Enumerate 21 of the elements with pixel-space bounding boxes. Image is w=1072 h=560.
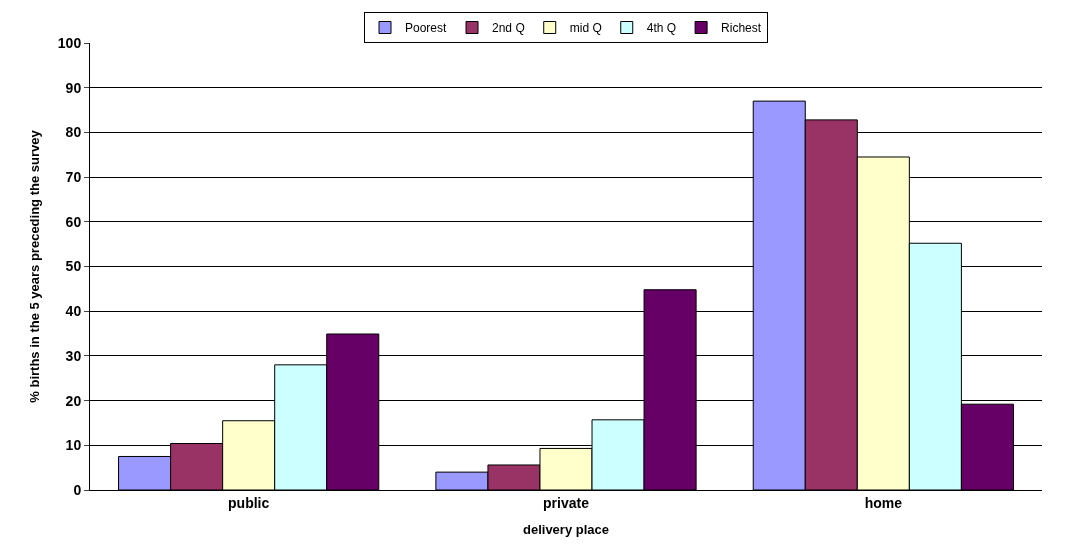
y-tick-label: 20 — [65, 392, 82, 409]
y-tick-label: 90 — [65, 79, 82, 96]
y-tick-label: 0 — [73, 481, 82, 498]
legend-label: Richest — [721, 21, 762, 36]
x-tick-label: public — [228, 494, 270, 511]
y-tick-label: 10 — [65, 437, 82, 454]
y-tick-label: 100 — [57, 34, 82, 51]
y-tick-label: 60 — [65, 213, 82, 230]
legend-label: 2nd Q — [492, 21, 525, 36]
x-tick-label: private — [543, 494, 590, 511]
y-tick-label: 50 — [65, 258, 82, 275]
y-tick-label: 70 — [65, 169, 82, 185]
legend-label: Poorest — [405, 21, 448, 36]
y-tick-label: 40 — [65, 303, 82, 320]
legend-label: mid Q — [569, 21, 602, 36]
x-tick-label: home — [864, 494, 903, 511]
x-axis-title: delivery place — [523, 522, 609, 538]
y-tick-label: 30 — [65, 347, 82, 364]
y-tick-label: 80 — [65, 124, 82, 141]
y-axis-title: % births in the 5 years preceding the survey — [26, 129, 42, 403]
legend-label: 4th Q — [646, 21, 677, 36]
